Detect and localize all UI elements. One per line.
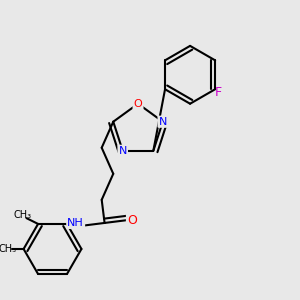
Text: N: N: [159, 117, 167, 127]
Text: N: N: [118, 146, 127, 156]
Text: O: O: [127, 214, 137, 226]
Text: NH: NH: [67, 218, 84, 228]
Text: CH₃: CH₃: [13, 210, 31, 220]
Text: CH₃: CH₃: [0, 244, 17, 254]
Text: F: F: [214, 86, 222, 99]
Text: O: O: [134, 99, 142, 109]
